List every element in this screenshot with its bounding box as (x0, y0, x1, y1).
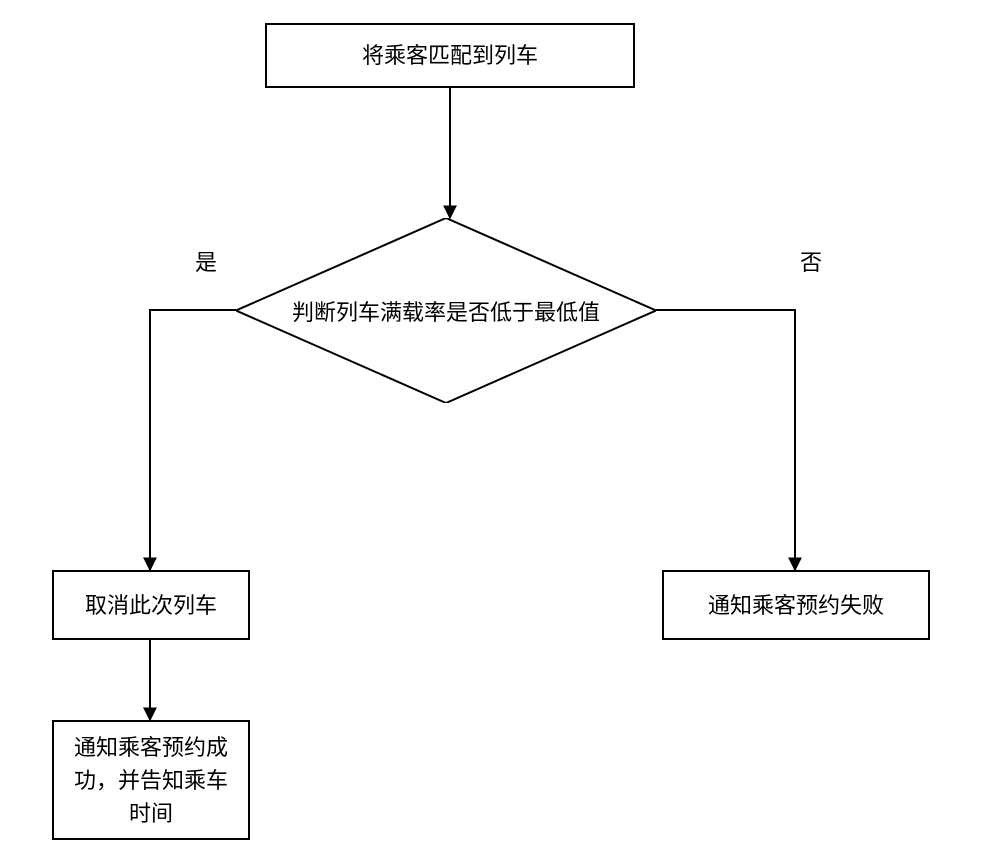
edge-label-no: 否 (800, 245, 822, 277)
node-check-load: 判断列车满载率是否低于最低值 (236, 218, 656, 403)
node-notify-success: 通知乘客预约成 功，并告知乘车 时间 (52, 720, 250, 840)
node-label: 通知乘客预约成 功，并告知乘车 时间 (74, 731, 228, 830)
edge-n2-n4 (656, 310, 795, 570)
edge-n2-n3 (150, 310, 236, 570)
edge-label-yes: 是 (195, 245, 217, 277)
node-label: 将乘客匹配到列车 (362, 39, 538, 72)
node-cancel-train: 取消此次列车 (52, 570, 250, 640)
node-label: 判断列车满载率是否低于最低值 (292, 295, 600, 327)
node-notify-fail: 通知乘客预约失败 (662, 570, 930, 640)
node-match-passenger: 将乘客匹配到列车 (265, 23, 635, 88)
flowchart-canvas: 将乘客匹配到列车 判断列车满载率是否低于最低值 取消此次列车 通知乘客预约失败 … (0, 0, 1000, 865)
node-label: 通知乘客预约失败 (708, 589, 884, 622)
node-label: 取消此次列车 (85, 589, 217, 622)
